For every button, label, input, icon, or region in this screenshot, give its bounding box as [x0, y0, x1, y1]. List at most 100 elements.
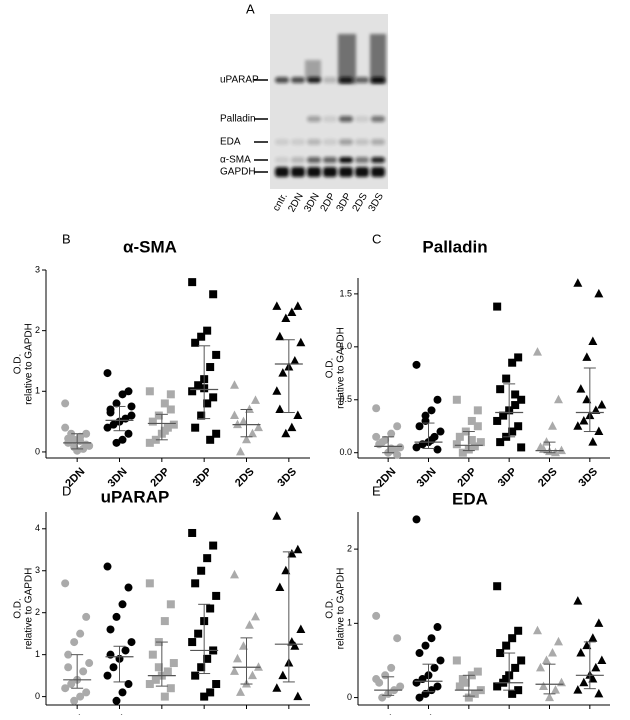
y-axis-label: relative to GAPDH [336, 568, 347, 650]
data-point [103, 369, 112, 378]
data-point [393, 422, 402, 431]
data-point [76, 692, 85, 701]
data-point [154, 411, 163, 420]
data-point [293, 691, 303, 701]
data-point [203, 654, 212, 663]
data-point [548, 648, 557, 657]
blot-band [371, 157, 385, 163]
data-point [109, 663, 118, 672]
blot [275, 34, 386, 177]
data-point [393, 634, 402, 643]
data-point [281, 565, 291, 575]
data-point [290, 355, 300, 365]
y-axis-label: O.D. [325, 358, 336, 379]
data-point [393, 450, 402, 459]
data-point [145, 680, 154, 689]
data-point [82, 688, 91, 697]
data-point [118, 600, 127, 609]
lane-label: 3DN [302, 191, 322, 214]
data-point [458, 675, 467, 684]
panel-letter: D [62, 483, 71, 498]
data-point [433, 623, 442, 632]
data-point [473, 406, 482, 415]
panel-letter: A [246, 1, 255, 16]
data-point [396, 682, 405, 691]
x-tick-label: 3DS [275, 466, 299, 490]
data-point [473, 422, 482, 431]
data-point [514, 422, 523, 431]
x-tick-label: 3DN [415, 466, 439, 490]
data-point [272, 683, 282, 692]
data-point [230, 410, 239, 420]
data-point [493, 302, 502, 311]
data-point [209, 393, 218, 402]
data-point [70, 696, 79, 705]
blot-band [291, 139, 305, 145]
data-point [70, 638, 79, 647]
band-label: α-SMA [220, 155, 251, 166]
data-point [296, 337, 306, 347]
data-point [287, 307, 297, 316]
lane-label: 2DP [319, 191, 338, 214]
data-point [467, 416, 476, 425]
data-point [508, 689, 517, 698]
data-point [591, 405, 601, 414]
data-point [517, 443, 526, 452]
data-point [573, 685, 583, 694]
data-point [118, 390, 127, 399]
data-point [79, 667, 88, 676]
data-point [251, 395, 260, 404]
blot-band [355, 157, 369, 163]
data-point [502, 374, 511, 383]
data-point [436, 427, 445, 436]
data-point [433, 682, 442, 691]
data-point [124, 387, 133, 396]
x-tick-label: 2DS [536, 466, 560, 490]
band-label: uPARAP [220, 75, 259, 86]
data-point [415, 422, 424, 431]
data-point [151, 675, 160, 684]
data-point [582, 640, 592, 650]
data-point [452, 440, 461, 449]
data-point [275, 331, 285, 341]
data-point [112, 696, 121, 705]
data-point [433, 395, 442, 404]
data-point [124, 429, 133, 438]
data-point [493, 416, 502, 425]
data-point [206, 363, 215, 372]
data-point [588, 674, 598, 683]
blot-band [307, 167, 321, 177]
data-point [533, 625, 542, 635]
data-point [61, 579, 70, 588]
data-point [476, 438, 485, 447]
data-point [209, 541, 218, 550]
data-point [109, 420, 118, 429]
blot-band [371, 116, 385, 122]
data-point [508, 634, 517, 643]
data-point [191, 579, 200, 588]
data-point [281, 313, 291, 323]
data-point [502, 641, 511, 650]
data-point [82, 612, 91, 621]
data-point [248, 428, 257, 438]
data-point [372, 611, 381, 620]
blot-band [339, 139, 353, 145]
data-point [166, 390, 175, 399]
y-tick-label: 2 [35, 325, 40, 335]
data-point [427, 406, 436, 415]
data-point [576, 648, 586, 657]
data-point [169, 420, 178, 429]
data-point [554, 636, 563, 646]
data-point [160, 617, 169, 626]
chart-title: uPARAP [101, 487, 170, 506]
blot-band [291, 157, 305, 163]
data-point [287, 548, 297, 558]
data-point [588, 437, 598, 446]
y-tick-label: 2 [347, 543, 352, 553]
lane-label: 2DN [286, 191, 306, 214]
data-point [209, 290, 218, 299]
data-point [421, 641, 430, 650]
data-point [148, 650, 157, 659]
x-tick-label: 3DS [576, 466, 600, 490]
data-point [188, 278, 197, 287]
